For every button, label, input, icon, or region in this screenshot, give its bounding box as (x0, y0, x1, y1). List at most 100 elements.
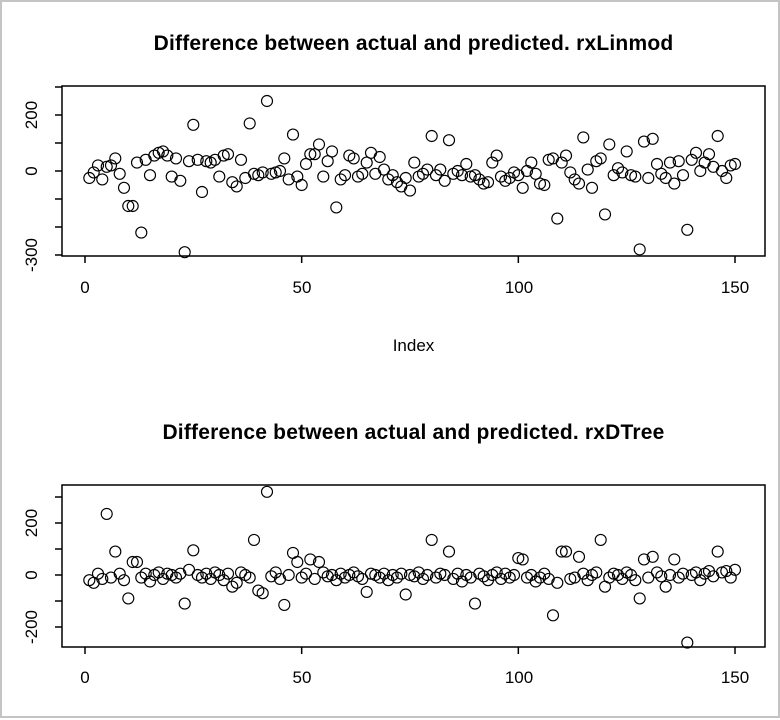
data-point (291, 555, 304, 569)
data-point (676, 169, 690, 182)
data-point (278, 598, 291, 611)
data-point (308, 148, 321, 161)
data-point (243, 117, 256, 130)
data-point (568, 173, 581, 186)
data-point (611, 568, 625, 582)
data-point (711, 129, 724, 143)
data-point (282, 568, 295, 582)
data-point (434, 567, 447, 580)
data-point (594, 152, 607, 165)
data-point (174, 174, 187, 187)
data-point (169, 152, 183, 165)
data-point (347, 566, 360, 579)
data-point (295, 178, 308, 192)
data-point (109, 152, 122, 165)
data-point (416, 167, 430, 180)
data-point (122, 592, 135, 605)
x-tick-label: 150 (720, 668, 750, 687)
data-point (395, 567, 408, 580)
data-point (230, 576, 243, 589)
x-tick-label: 150 (720, 278, 750, 297)
data-point (720, 565, 733, 578)
x-axis-label-index: Index (392, 336, 435, 355)
data-point (655, 570, 668, 583)
data-point (282, 173, 295, 186)
data-point (694, 574, 707, 587)
chart-title-rxdtree: Difference between actual and predicted.… (162, 421, 665, 444)
data-point (529, 575, 542, 588)
data-point (299, 567, 313, 580)
data-point (165, 170, 178, 183)
data-point (637, 553, 651, 566)
data-point (278, 152, 291, 165)
data-point (646, 132, 659, 145)
data-point (577, 131, 590, 144)
chart-rxlinmod (55, 85, 766, 263)
data-point (642, 171, 655, 185)
data-point (494, 170, 508, 183)
data-point (702, 148, 716, 161)
data-point (304, 553, 317, 566)
data-point (460, 157, 473, 171)
data-point (243, 571, 256, 584)
data-point (629, 170, 642, 183)
data-point (629, 574, 642, 587)
data-point (681, 223, 694, 236)
data-point (607, 169, 620, 182)
x-tick-label: 100 (504, 278, 534, 297)
data-point (637, 135, 651, 148)
plot-box (61, 85, 766, 257)
data-point (135, 226, 148, 239)
data-point (369, 167, 382, 180)
data-point (481, 176, 495, 189)
data-point (386, 169, 399, 182)
data-point (139, 567, 152, 580)
data-point (559, 149, 573, 162)
data-point (551, 212, 564, 225)
data-point (529, 167, 542, 180)
data-point (694, 164, 707, 178)
data-point (655, 167, 668, 180)
data-point (642, 571, 655, 584)
data-point (477, 570, 490, 583)
data-point (87, 166, 100, 179)
data-point (117, 181, 131, 194)
data-point (659, 171, 672, 185)
data-point (425, 129, 438, 143)
data-point (96, 173, 109, 186)
data-point (187, 118, 200, 131)
data-point (646, 550, 659, 563)
data-point (555, 545, 568, 558)
data-point (438, 174, 451, 187)
data-point (304, 148, 317, 161)
data-point (217, 574, 230, 587)
data-point (473, 173, 486, 186)
data-point (408, 570, 421, 583)
data-point (555, 156, 568, 169)
data-point (143, 169, 157, 182)
points-rxlinmod (83, 94, 742, 259)
data-point (156, 145, 170, 158)
data-point (334, 567, 347, 580)
data-point (720, 171, 733, 185)
data-point (373, 571, 386, 584)
data-point (468, 169, 482, 182)
data-point (603, 138, 616, 151)
data-point (603, 571, 616, 584)
data-point (512, 552, 525, 565)
data-point (390, 571, 404, 584)
data-point (546, 609, 560, 622)
data-point (681, 636, 694, 649)
data-point (226, 580, 239, 593)
x-tick-label: 100 (504, 668, 534, 687)
data-point (382, 173, 395, 186)
data-point (130, 555, 144, 569)
data-point (356, 572, 369, 585)
data-point (360, 156, 373, 169)
data-point (334, 173, 347, 186)
x-tick-label: 50 (292, 668, 312, 687)
data-point (295, 571, 308, 584)
data-point (486, 156, 499, 169)
data-point (360, 585, 373, 598)
